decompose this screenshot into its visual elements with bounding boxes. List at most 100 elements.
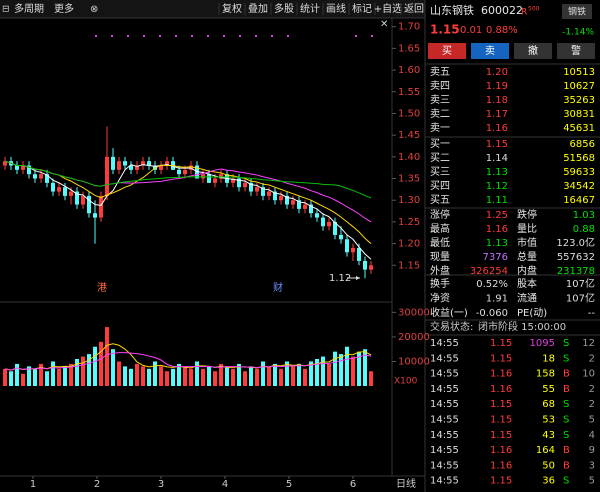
volume-bar [27, 366, 31, 386]
toolbar-menu[interactable]: 多周期 [14, 2, 44, 15]
volume-bar [69, 363, 73, 386]
toolbar-button[interactable]: 叠加 [248, 3, 268, 15]
trade-button-label[interactable]: 警 [571, 44, 581, 57]
close-icon[interactable]: ⊗ [90, 4, 98, 15]
trade-count: 9 [589, 445, 595, 456]
trade-button[interactable] [514, 43, 552, 59]
volume-bar [207, 366, 211, 386]
volume-bar [345, 346, 349, 386]
toolbar-button[interactable]: 复权 [222, 2, 242, 15]
stat-label: 总量 [517, 250, 537, 263]
candle-body [279, 195, 283, 201]
book-label: 买二 [430, 152, 450, 164]
candle-body [255, 187, 259, 192]
event-marker[interactable]: 港 [97, 282, 107, 294]
book-price: 1.16 [486, 123, 508, 134]
period-label[interactable]: 日线 [396, 477, 416, 490]
stat-value: 7376 [483, 252, 508, 263]
stat-value: -- [588, 308, 596, 319]
stat-value: 1.13 [486, 238, 508, 249]
candle-body [45, 174, 49, 183]
trade-time: 14:55 [430, 415, 459, 426]
y-tick-label: 1.30 [398, 195, 420, 206]
toolbar-button[interactable]: 画线 [326, 2, 346, 15]
trade-volume: 55 [542, 384, 555, 395]
volume-bar [99, 341, 103, 386]
trade-side: S [563, 353, 569, 364]
stat-label: 涨停 [430, 208, 450, 221]
trade-button[interactable] [471, 43, 509, 59]
trade-side: S [563, 338, 569, 349]
candle-body [213, 178, 217, 183]
x-tick-label: 2 [94, 479, 100, 490]
trade-side: S [563, 476, 569, 487]
sector-badge[interactable] [562, 4, 592, 19]
stat-value: 107亿 [566, 277, 595, 290]
trade-button-label[interactable]: 买 [442, 45, 452, 57]
toolbar-button[interactable]: 统计 [300, 2, 320, 15]
candle-body [321, 217, 325, 227]
toolbar-menu[interactable]: 更多 [54, 2, 74, 15]
menu-icon[interactable]: ⊟ [2, 5, 10, 15]
volume-bar [243, 371, 247, 386]
candle-body [123, 161, 127, 166]
trade-side: S [563, 415, 569, 426]
trade-button[interactable] [428, 43, 466, 59]
book-price: 1.17 [486, 109, 508, 120]
trade-time: 14:55 [430, 338, 459, 349]
event-marker[interactable]: 财 [273, 281, 283, 294]
stat-label: 流通 [517, 292, 537, 305]
candle-body [15, 165, 19, 170]
volume-bar [177, 363, 181, 386]
trade-button-label[interactable]: 撤 [528, 44, 538, 57]
book-volume: 51568 [563, 153, 595, 164]
volume-tick-label: 10000 [398, 356, 430, 367]
candle-body [99, 195, 103, 218]
volume-bar [339, 354, 343, 386]
toolbar-button[interactable]: +自选 [374, 2, 402, 15]
moving-average [4, 160, 372, 199]
y-tick-label: 1.20 [398, 239, 420, 250]
trade-button[interactable] [557, 43, 595, 59]
toolbar-button[interactable]: 返回 [404, 3, 424, 15]
book-price: 1.14 [486, 153, 508, 164]
volume-bar [249, 366, 253, 386]
volume-bar [171, 368, 175, 386]
trade-time: 14:55 [430, 353, 459, 364]
book-volume: 16467 [563, 195, 595, 206]
trade-button-label[interactable]: 卖 [485, 45, 495, 57]
volume-bar [303, 368, 307, 386]
y-tick-label: 1.40 [398, 152, 420, 163]
book-volume: 10627 [563, 81, 595, 92]
trade-volume: 164 [536, 445, 555, 456]
toolbar-button[interactable]: 多股 [274, 2, 294, 15]
candle-body [291, 200, 295, 205]
volume-bar [153, 361, 157, 386]
last-price: 1.15 [430, 23, 460, 37]
stat-value: 1.25 [486, 210, 508, 221]
y-tick-label: 1.65 [398, 43, 420, 54]
trade-price: 1.15 [490, 399, 512, 410]
book-price: 1.18 [486, 95, 508, 106]
chart-close[interactable]: ✕ [380, 19, 388, 30]
book-label: 卖三 [430, 94, 450, 106]
volume-tick-label: 20000 [398, 332, 430, 343]
stat-value: 1.16 [486, 224, 508, 235]
volume-moving-average [4, 343, 372, 371]
volume-moving-average [4, 352, 372, 371]
stat-value: 557632 [557, 252, 595, 263]
trade-count: 10 [582, 369, 595, 380]
candle-body [3, 161, 7, 166]
volume-bar [129, 368, 133, 386]
moving-average [4, 160, 372, 244]
stat-value: 107亿 [566, 292, 595, 305]
candle-body [165, 161, 169, 166]
book-volume: 45631 [563, 123, 595, 134]
candle-body [75, 191, 79, 205]
sector-name[interactable]: 钢铁 [568, 6, 586, 18]
volume-bar [225, 366, 229, 386]
toolbar-button[interactable]: 标记 [352, 3, 372, 15]
book-label: 卖一 [430, 122, 450, 134]
trade-price: 1.15 [490, 430, 512, 441]
